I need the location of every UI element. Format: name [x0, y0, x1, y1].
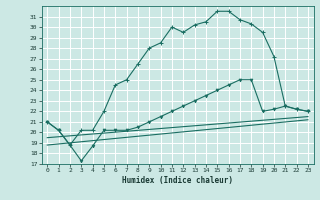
X-axis label: Humidex (Indice chaleur): Humidex (Indice chaleur)	[122, 176, 233, 185]
